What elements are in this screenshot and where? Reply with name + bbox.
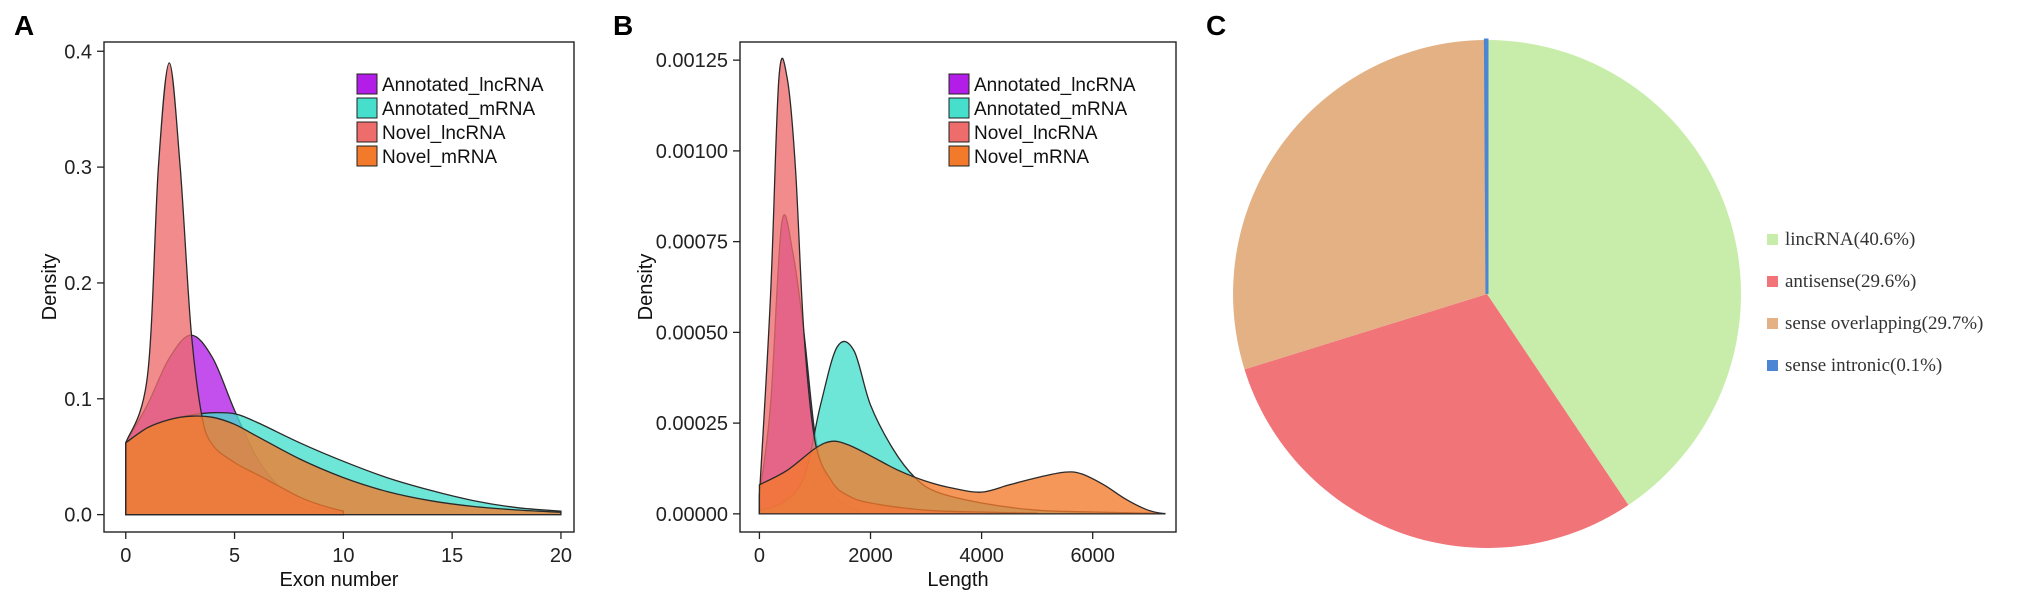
y-tick-label: 0.00000 [656, 504, 728, 526]
x-tick-label: 4000 [959, 545, 1004, 567]
legend: Annotated_lncRNA Annotated_mRNA Novel_lncR… [948, 73, 1136, 168]
y-tick-label: 0.00125 [656, 50, 728, 72]
legend-label-novel-lncrna: Novel_lncRNA [974, 123, 1098, 144]
legend-swatch-annotated-mrna [948, 97, 970, 119]
y-tick-label: 0.0 [64, 505, 92, 527]
density-area-novel-mrna [758, 440, 1166, 515]
x-tick-label: 15 [441, 545, 463, 567]
y-tick-label: 0.2 [64, 273, 92, 295]
x-tick-label: 5 [229, 545, 240, 567]
density-chart-length: 0 2000 4000 6000 0.00000 0.00025 0.00050 0.0007… [635, 41, 1177, 591]
pie-legend-swatch [1767, 276, 1778, 287]
y-axis-title: Density [39, 254, 61, 321]
y-tick-label: 0.1 [64, 389, 92, 411]
density-chart-exon-number: 0 5 10 15 20 0.0 0.1 0.2 0.3 0.4 Exon number Densit… [39, 41, 575, 591]
legend-label-novel-mrna: Novel_mRNA [382, 147, 497, 168]
legend-swatch-novel-mrna [356, 145, 378, 167]
legend-label-annotated-lncrna: Annotated_lncRNA [382, 75, 544, 96]
density-areas [125, 62, 562, 516]
y-tick-label: 0.00050 [656, 322, 728, 344]
pie-legend-label: antisense(29.6%) [1785, 271, 1916, 292]
x-tick-label: 0 [120, 545, 131, 567]
pie-slice-lincrna-40-6 [1487, 40, 1741, 505]
y-tick-label: 0.00025 [656, 413, 728, 435]
legend-label-annotated-lncrna: Annotated_lncRNA [974, 75, 1136, 96]
pie-legend-label: sense intronic(0.1%) [1785, 355, 1942, 376]
pie-legend-swatch [1767, 234, 1778, 245]
legend-swatch-novel-lncrna [948, 121, 970, 143]
pie-slice-antisense-29-6 [1244, 294, 1629, 548]
legend-swatch-novel-mrna [948, 145, 970, 167]
panel-label-a: A [14, 10, 34, 41]
y-tick-label: 0.00100 [656, 141, 728, 163]
legend-label-annotated-mrna: Annotated_mRNA [974, 99, 1127, 120]
pie-legend-label: sense overlapping(29.7%) [1785, 313, 1983, 334]
x-tick-label: 20 [550, 545, 572, 567]
pie-legend: lincRNA(40.6%) antisense(29.6%) sense over… [1767, 229, 1983, 376]
x-tick-label: 2000 [848, 545, 893, 567]
panel-label-b: B [613, 10, 633, 41]
y-tick-label: 0.4 [64, 41, 92, 63]
legend-label-novel-mrna: Novel_mRNA [974, 147, 1089, 168]
x-tick-label: 6000 [1070, 545, 1115, 567]
panel-label-c: C [1206, 10, 1226, 41]
density-areas [758, 57, 1166, 515]
pie-chart-lncrna-classes: lincRNA(40.6%) antisense(29.6%) sense over… [1233, 38, 1983, 548]
y-axis-title: Density [635, 254, 657, 321]
x-tick-label: 10 [332, 545, 354, 567]
legend-swatch-annotated-mrna [356, 97, 378, 119]
legend-label-annotated-mrna: Annotated_mRNA [382, 99, 535, 120]
legend-swatch-novel-lncrna [356, 121, 378, 143]
x-axis-title: Exon number [280, 569, 399, 591]
y-tick-label: 0.3 [64, 157, 92, 179]
legend-swatch-annotated-lncrna [948, 73, 970, 95]
pie-slice-sense-overlapping-29-7 [1233, 40, 1487, 370]
density-area-novel-mrna [125, 415, 562, 516]
pie-legend-swatch [1767, 360, 1778, 371]
pie-legend-label: lincRNA(40.6%) [1785, 229, 1915, 250]
x-tick-label: 0 [754, 545, 765, 567]
y-tick-label: 0.00075 [656, 232, 728, 254]
pie-legend-swatch [1767, 318, 1778, 329]
legend: Annotated_lncRNA Annotated_mRNA Novel_lncR… [356, 73, 544, 168]
legend-swatch-annotated-lncrna [356, 73, 378, 95]
pie-slice-sense-intronic-0-1 [1483, 38, 1489, 295]
x-axis-title: Length [927, 569, 988, 591]
legend-label-novel-lncrna: Novel_lncRNA [382, 123, 506, 144]
